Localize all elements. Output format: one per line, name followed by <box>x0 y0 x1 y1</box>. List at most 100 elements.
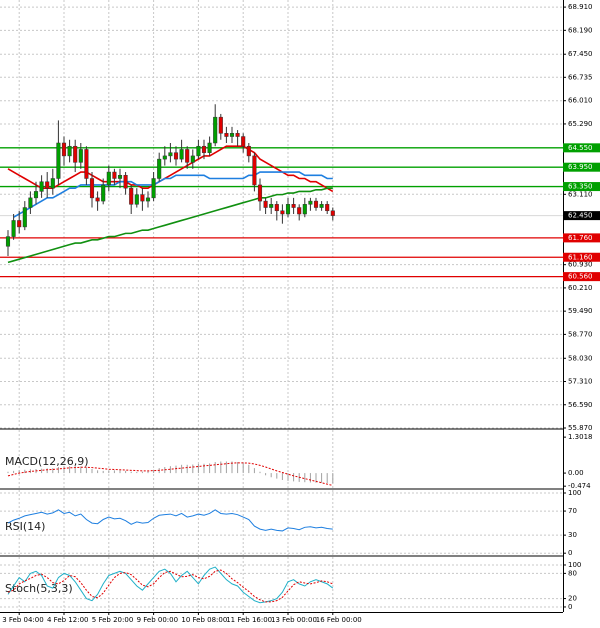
candle-body <box>173 152 179 160</box>
y-tick-label: 67.450 <box>568 50 593 58</box>
y-tick-label: 58.030 <box>568 354 593 362</box>
line-series <box>7 509 333 532</box>
level-label: 63.950 <box>568 163 593 171</box>
y-tick-label: 0 <box>568 549 572 557</box>
candle-body <box>101 184 106 202</box>
y-tick-label: 20 <box>568 595 577 603</box>
y-tick-label: 70 <box>568 507 577 515</box>
y-tick-label: 68.190 <box>568 26 593 34</box>
y-tick-label: 58.770 <box>568 330 593 338</box>
x-tick-label: 9 Feb 00:00 <box>137 616 178 624</box>
level-label-box <box>563 272 600 282</box>
candle-body <box>89 178 95 199</box>
y-tick-label: 100 <box>568 561 581 569</box>
candle-body <box>263 200 268 208</box>
line-series <box>7 569 333 603</box>
candle-body <box>235 133 240 137</box>
level-label: 60.560 <box>568 273 593 281</box>
candle-body <box>297 207 302 215</box>
x-tick-label: 4 Feb 12:00 <box>47 616 88 624</box>
candle-body <box>313 200 319 208</box>
candle-body <box>291 204 296 208</box>
x-tick-label: 11 Feb 16:00 <box>226 616 272 624</box>
candle-body <box>117 175 123 179</box>
candle-body <box>218 116 223 134</box>
candle-body <box>269 204 274 208</box>
y-tick-label: 65.290 <box>568 120 593 128</box>
candle-body <box>179 149 184 160</box>
line-series <box>7 145 334 193</box>
candle-body <box>33 191 39 199</box>
candle-body <box>213 116 218 144</box>
candle-body <box>78 149 83 163</box>
indicator-title: MACD(12,26,9) <box>5 455 89 468</box>
candle-body <box>207 142 212 153</box>
candle-body <box>123 175 128 189</box>
candle-body <box>5 236 11 247</box>
candle-body <box>168 152 173 157</box>
candle-body <box>61 142 67 157</box>
y-tick-label: 59.490 <box>568 307 593 315</box>
candle-body <box>190 155 195 163</box>
level-label-box <box>563 252 600 262</box>
candle-body <box>112 171 117 179</box>
candle-body <box>56 142 61 179</box>
candle-body <box>246 145 251 157</box>
y-tick-label: 56.590 <box>568 401 593 409</box>
level-label: 63.350 <box>568 183 593 191</box>
y-tick-label: 0 <box>568 603 572 611</box>
candle-body <box>201 145 207 153</box>
x-tick-label: 16 Feb 00:00 <box>316 616 362 624</box>
candle-body <box>11 220 16 237</box>
y-tick-label: 55.870 <box>568 424 593 432</box>
y-tick-label: 66.735 <box>568 73 593 81</box>
candle-body <box>252 155 257 186</box>
candle-body <box>95 197 100 202</box>
candle-body <box>22 207 27 228</box>
candle-body <box>73 145 78 163</box>
y-tick-label: 57.310 <box>568 378 593 386</box>
last-price-label: 62.450 <box>568 212 593 220</box>
candle-body <box>302 204 307 215</box>
candle-body <box>39 181 44 192</box>
candle-body <box>241 136 246 147</box>
candle-body <box>151 178 156 199</box>
candle-body <box>134 194 139 205</box>
candle-body <box>280 210 285 215</box>
y-tick-label: 66.010 <box>568 97 593 105</box>
x-tick-label: 10 Feb 08:00 <box>181 616 227 624</box>
candle-body <box>285 204 291 215</box>
line-series <box>13 171 333 218</box>
y-tick-label: 100 <box>568 489 581 497</box>
line-series <box>7 187 333 264</box>
y-tick-label: 68.910 <box>568 3 593 11</box>
candle-body <box>28 197 33 208</box>
y-tick-label: 1.3018 <box>568 433 593 441</box>
y-tick-label: 80 <box>568 569 577 577</box>
candle-body <box>140 194 145 202</box>
candle-body <box>274 204 279 212</box>
level-label-box <box>563 143 600 153</box>
y-tick-label: 60.930 <box>568 261 593 269</box>
candle-body <box>157 158 162 179</box>
x-tick-label: 5 Feb 20:00 <box>92 616 133 624</box>
candle-body <box>229 133 235 137</box>
line-series <box>7 566 334 604</box>
candle-body <box>196 145 201 157</box>
line-series <box>7 462 333 486</box>
y-tick-label: 30 <box>568 531 577 539</box>
candle-body <box>257 184 263 202</box>
y-tick-label: 63.110 <box>568 190 593 198</box>
level-label-box <box>563 233 600 243</box>
level-label: 64.550 <box>568 144 593 152</box>
candle-body <box>308 200 313 205</box>
indicator-title: Stoch(5,3,3) <box>5 582 73 595</box>
candle-body <box>224 133 229 137</box>
candle-body <box>129 187 134 205</box>
candle-body <box>330 210 335 216</box>
candle-body <box>17 220 22 228</box>
level-label-box <box>563 162 600 172</box>
candle-body <box>106 171 111 186</box>
y-tick-label: 0.00 <box>568 469 584 477</box>
